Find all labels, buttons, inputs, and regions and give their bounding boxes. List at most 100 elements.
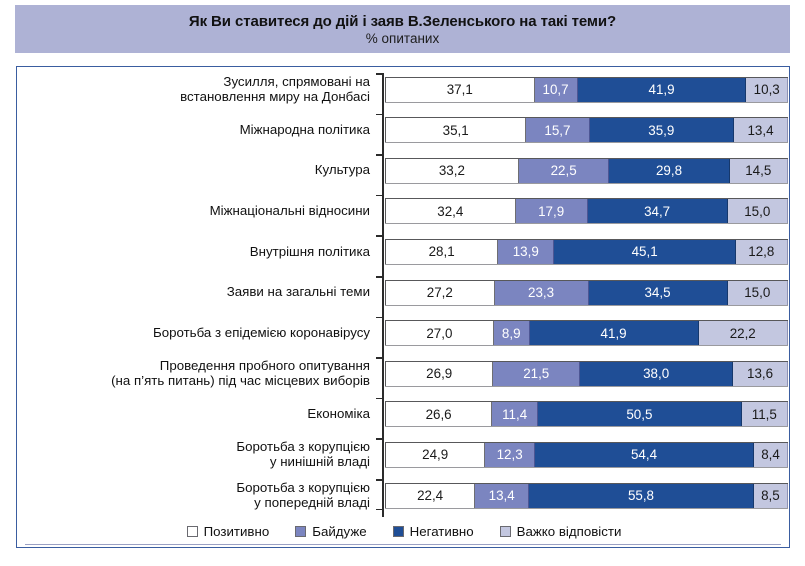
bar-segment-positive: 27,2 (385, 280, 495, 305)
bar-value-label: 10,3 (753, 82, 780, 97)
bar-value-label: 34,7 (644, 203, 671, 219)
bar-value-label: 8,5 (761, 488, 780, 503)
stacked-bar: 33,2 22,5 29,8 14,5 (385, 157, 788, 184)
stacked-bar: 22,4 13,4 55,8 8,5 (385, 482, 789, 509)
chart-row: Міжнародна політика 35,1 15,7 35,9 13,4 (17, 115, 791, 146)
bar-segment-positive: 33,2 (385, 158, 519, 183)
category-label: Боротьба з корупцією у нинішній владі (236, 439, 370, 469)
bar-value-label: 50,5 (626, 406, 653, 422)
chart-row: Економіка 26,6 11,4 50,5 11,5 (17, 399, 791, 430)
axis-tick (376, 235, 383, 237)
axis-tick (376, 316, 383, 319)
bar-segment-positive: 26,9 (385, 361, 494, 386)
chart-title-banner: Як Ви ставитеся до дій і заяв В.Зеленськ… (15, 5, 790, 53)
bar-value-label: 29,8 (655, 163, 683, 179)
bar-value-label: 32,4 (437, 203, 464, 219)
bar-value-label: 13,4 (488, 488, 515, 503)
bar-value-label: 14,5 (745, 163, 772, 179)
bar-value-label: 27,2 (426, 285, 453, 300)
legend-item-no-answer[interactable]: Важко відповісти (499, 524, 621, 539)
bar-segment-no-answer: 15,0 (727, 280, 788, 305)
bar-value-label: 8,9 (501, 325, 521, 341)
bar-value-label: 13,6 (747, 366, 774, 382)
legend-swatch-icon (295, 526, 307, 537)
bar-segment-positive: 37,1 (385, 77, 535, 102)
category-label: Міжнаціональні відносини (209, 203, 370, 218)
category-label: Економіка (307, 406, 370, 421)
legend-item-neutral[interactable]: Байдуже (295, 524, 367, 539)
bar-segment-neutral: 23,3 (494, 280, 589, 305)
bar-segment-neutral: 12,3 (485, 442, 535, 467)
chart-legend: Позитивно Байдуже Негативно Важко відповіст… (17, 524, 791, 539)
bar-segment-positive: 35,1 (385, 118, 527, 143)
category-label: Боротьба з епідемією коронавірусу (152, 324, 370, 340)
bar-segment-negative: 54,4 (534, 442, 755, 467)
page-subtitle: % опитаних (365, 30, 440, 46)
bar-value-label: 11,4 (502, 406, 528, 422)
category-label: Міжнародна політика (239, 121, 370, 137)
bar-segment-neutral: 17,9 (515, 199, 588, 224)
bar-segment-no-answer: 10,3 (746, 77, 788, 102)
bar-value-label: 26,9 (426, 366, 453, 382)
bar-segment-negative: 55,8 (529, 483, 754, 508)
bar-segment-no-answer: 11,5 (741, 402, 788, 427)
axis-tick (376, 276, 383, 278)
bar-value-label: 27,0 (426, 325, 453, 341)
plot-area: Зусилля, спрямовані на встановлення миру… (17, 67, 789, 547)
category-label: Культура (314, 162, 370, 178)
bar-value-label: 15,0 (744, 203, 771, 219)
bar-value-label: 22,5 (550, 163, 577, 179)
axis-tick (376, 73, 383, 75)
stacked-bar: 27,2 23,3 34,5 15,0 (385, 279, 788, 306)
axis-tick (376, 194, 383, 197)
bar-segment-neutral: 15,7 (526, 118, 590, 143)
legend-swatch-icon (186, 526, 198, 537)
stacked-bar: 28,1 13,9 45,1 12,8 (385, 238, 788, 265)
stacked-bar: 24,9 12,3 54,4 8,4 (385, 441, 788, 468)
bar-value-label: 28,1 (428, 244, 455, 260)
bar-value-label: 22,4 (417, 488, 444, 503)
bar-segment-positive: 27,0 (385, 321, 494, 346)
bar-value-label: 24,9 (422, 447, 449, 463)
bar-segment-positive: 32,4 (385, 199, 516, 224)
bar-value-label: 41,9 (600, 325, 627, 341)
category-label: Боротьба з корупцією у попередній владі (236, 479, 370, 510)
bar-segment-neutral: 11,4 (492, 402, 539, 427)
bar-segment-negative: 34,7 (587, 199, 728, 224)
bar-segment-no-answer: 15,0 (727, 199, 788, 224)
bar-segment-no-answer: 13,6 (733, 361, 788, 386)
bar-segment-neutral: 22,5 (518, 158, 610, 183)
bar-segment-negative: 41,9 (529, 321, 699, 346)
bar-value-label: 54,4 (630, 447, 658, 463)
bar-segment-positive: 22,4 (385, 483, 476, 508)
bar-value-label: 15,0 (744, 285, 771, 300)
bar-value-label: 12,8 (748, 244, 775, 260)
legend-item-positive[interactable]: Позитивно (186, 524, 270, 539)
stacked-bar: 26,6 11,4 50,5 11,5 (385, 401, 788, 428)
bar-segment-no-answer: 12,8 (736, 239, 788, 264)
legend-swatch-icon (392, 526, 404, 537)
stacked-bar: 35,1 15,7 35,9 13,4 (385, 117, 788, 144)
legend-swatch-icon (499, 526, 511, 537)
bar-value-label: 37,1 (446, 82, 473, 97)
legend-label: Позитивно (203, 524, 270, 539)
stacked-bar: 26,9 21,5 38,0 13,6 (385, 360, 788, 387)
bar-value-label: 13,9 (512, 244, 539, 260)
legend-item-negative[interactable]: Негативно (392, 524, 474, 539)
bar-value-label: 34,5 (644, 285, 671, 300)
bar-value-label: 41,9 (648, 82, 675, 97)
bar-segment-no-answer: 8,4 (754, 442, 788, 467)
bar-value-label: 11,5 (751, 406, 777, 422)
bar-value-label: 35,1 (442, 122, 469, 138)
bar-segment-positive: 24,9 (385, 442, 486, 467)
bar-segment-negative: 38,0 (580, 361, 734, 386)
bar-segment-no-answer: 13,4 (734, 118, 788, 143)
chart-row: Проведення пробного опитування (на п’ять… (17, 358, 791, 389)
axis-tick (376, 397, 383, 400)
bar-value-label: 45,1 (631, 244, 658, 260)
bar-value-label: 8,4 (761, 447, 780, 463)
bar-segment-negative: 45,1 (554, 239, 736, 264)
category-label: Внутрішня політика (249, 243, 370, 259)
bar-segment-neutral: 10,7 (534, 77, 578, 102)
